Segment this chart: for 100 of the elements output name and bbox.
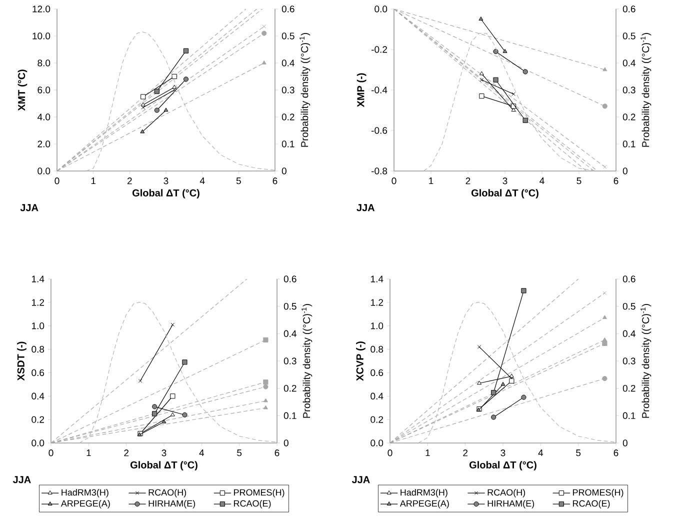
x-tick-label: 2 (124, 450, 129, 456)
y-tick-label: 0.0 (374, 6, 388, 12)
y2-tick-label: 0.4 (622, 60, 636, 66)
x-tick-label: 2 (466, 178, 470, 184)
y-tick-label: -0.6 (372, 127, 388, 134)
y-axis-title: XCVP (-) (356, 341, 366, 381)
x-axis-title: Global ΔT (°C) (130, 461, 198, 470)
y2-tick-label: 0.1 (284, 412, 296, 420)
y2-tick-label: 0.2 (284, 384, 296, 392)
y-tick-label: 0.6 (370, 369, 384, 376)
y2-tick-label: 0 (282, 168, 286, 174)
x-tick-label: 6 (614, 450, 618, 456)
y-tick-label: 0.8 (32, 346, 44, 353)
legend-label: HadRM3(H) (62, 489, 108, 498)
x-tick-label: 5 (237, 450, 242, 456)
x-tick-label: 0 (392, 178, 396, 184)
legend-label: RCAO(E) (572, 500, 610, 508)
x-tick-label: 4 (538, 450, 544, 456)
y-tick-label: 12.0 (32, 6, 50, 12)
y-tick-label: 0.4 (32, 392, 44, 400)
text: JJA (12, 476, 31, 484)
x-tick-label: 3 (164, 178, 168, 184)
y2-tick-label: 0.6 (622, 276, 636, 282)
y2-tick-label: 0.5 (284, 302, 296, 310)
legend-label: ARPEGE(A) (60, 500, 110, 508)
y2-tick-label: 0 (622, 440, 628, 446)
y2-tick-label: 0 (284, 440, 288, 446)
y-tick-label: 0.4 (370, 392, 384, 400)
x-tick-label: 2 (463, 450, 468, 456)
y-tick-label: 0.6 (32, 369, 44, 376)
y2-tick-label: 0.1 (622, 140, 636, 148)
y-axis-title: XMP (-) (356, 73, 366, 108)
y2-axis-title: Probability density ((°C)$^{-1}$) (302, 304, 312, 418)
y2-tick-label: 0.1 (622, 412, 636, 420)
x-tick-label: 1 (86, 450, 91, 456)
y2-axis-title: Probability density ((°C)$^{-1}$) (300, 33, 310, 147)
x-tick-label: 4 (200, 178, 205, 184)
legend-label: ARPEGE(A) (400, 500, 449, 508)
legend-label: PROMES(H) (572, 489, 624, 498)
y2-tick-label: 0.1 (282, 140, 294, 148)
x-tick-label: 6 (272, 178, 278, 184)
y2-tick-label: 0.3 (284, 358, 296, 364)
x-tick-label: 6 (614, 178, 618, 184)
y-tick-label: 1.4 (32, 276, 44, 282)
legend-label: HIRHAM(E) (488, 500, 534, 508)
y2-tick-label: 0.5 (622, 302, 636, 310)
y2-tick-label: 0.4 (284, 330, 296, 338)
y-tick-label: -0.4 (372, 86, 388, 94)
legend-label: PROMES(H) (234, 489, 284, 498)
y-tick-label: 0.2 (370, 416, 383, 423)
x-tick-label: 3 (162, 450, 166, 456)
y-tick-label: -0.2 (372, 46, 388, 53)
y-tick-label: 1.4 (370, 276, 384, 282)
y2-tick-label: 0.2 (622, 114, 636, 120)
x-tick-label: 1 (91, 178, 96, 184)
y-tick-label: 10.0 (32, 32, 50, 40)
x-tick-label: 3 (502, 178, 508, 184)
y-tick-label: 0.0 (38, 168, 50, 174)
y-tick-label: 6.0 (38, 86, 50, 94)
y-tick-label: 1.0 (370, 322, 384, 330)
legend-label: RCAO(E) (234, 500, 271, 508)
legend-label: RCAO(H) (148, 489, 186, 498)
y-tick-label: 1.2 (32, 299, 44, 306)
y2-axis-title: Probability density ((°C)$^{-1}$) (640, 304, 652, 418)
text: JJA (352, 476, 370, 484)
y2-tick-label: 0.6 (284, 276, 296, 282)
x-tick-label: 6 (274, 450, 280, 456)
y2-tick-label: 0.2 (282, 114, 294, 120)
y-tick-label: 1.2 (370, 299, 383, 306)
y-tick-label: 0.0 (370, 440, 384, 446)
y-tick-label: 0.8 (370, 346, 384, 353)
y-axis-title: XMT (°C) (18, 70, 28, 111)
y-tick-label: 1.0 (32, 322, 44, 330)
text: JJA (20, 204, 38, 212)
legend-label: HIRHAM(E) (148, 500, 196, 508)
y-axis-title: XSDT (-) (17, 342, 26, 381)
legend-label: HadRM3(H) (400, 489, 448, 498)
y2-tick-label: 0.3 (622, 358, 636, 364)
x-tick-label: 2 (128, 178, 132, 184)
y2-tick-label: 0.3 (282, 86, 294, 94)
x-tick-label: 4 (540, 178, 544, 184)
y2-tick-label: 0 (622, 168, 628, 174)
x-axis-title: Global ΔT (°C) (471, 189, 538, 198)
y2-axis-title: Probability density ((°C)$^{-1}$) (640, 33, 652, 147)
text: JJA (356, 204, 375, 212)
x-axis-title: Global ΔT (°C) (132, 189, 200, 198)
y-tick-label: 4.0 (37, 114, 50, 120)
x-axis-title: Global ΔT (°C) (469, 461, 536, 470)
x-tick-label: 3 (500, 450, 506, 456)
y2-tick-label: 0.2 (622, 384, 636, 392)
y2-tick-label: 0.5 (622, 32, 636, 40)
x-tick-label: 0 (388, 450, 392, 456)
x-tick-label: 5 (236, 178, 241, 184)
y2-tick-label: 0.5 (282, 32, 294, 40)
y-tick-label: 0.0 (32, 440, 44, 446)
x-tick-label: 0 (54, 178, 60, 184)
y2-tick-label: 0.4 (622, 330, 636, 338)
x-tick-label: 5 (576, 178, 582, 184)
legend-label: RCAO(H) (488, 489, 526, 498)
y-tick-label: -0.8 (372, 168, 388, 174)
